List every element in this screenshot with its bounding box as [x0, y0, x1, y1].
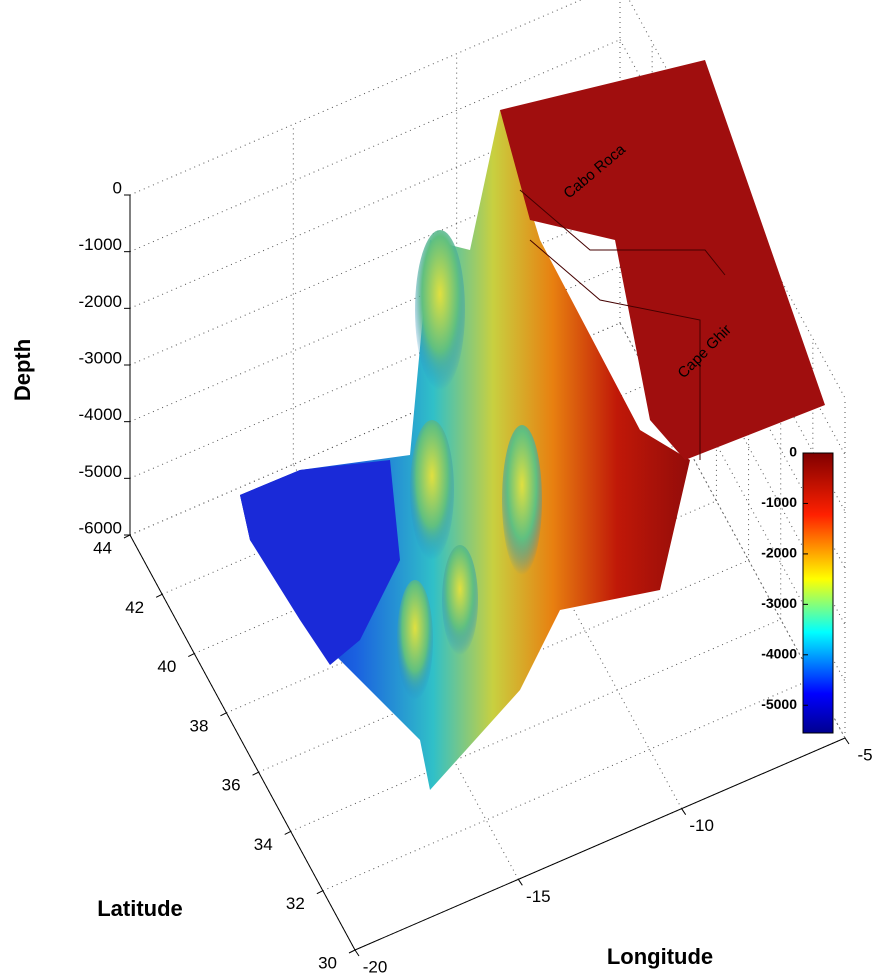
y-tick-label: 36 — [222, 776, 241, 795]
x-tick-label: -10 — [689, 816, 714, 835]
x-tick-label: -15 — [526, 887, 551, 906]
axis-line — [682, 809, 686, 815]
y-axis-label: Latitude — [97, 896, 183, 921]
y-tick-label: 44 — [93, 538, 112, 557]
colorbar — [803, 453, 833, 733]
y-tick-label: 32 — [286, 894, 305, 913]
surface — [240, 60, 825, 790]
z-axis-label: Depth — [10, 339, 35, 401]
colorbar-tick-label: -4000 — [761, 646, 797, 662]
axis-line — [355, 950, 359, 956]
x-tick-label: -5 — [857, 745, 872, 764]
x-axis-label: Longitude — [607, 944, 713, 969]
z-tick-label: -3000 — [79, 348, 122, 367]
y-tick-label: 34 — [254, 835, 273, 854]
axis-line — [253, 772, 259, 775]
z-tick-label: -4000 — [79, 405, 122, 424]
z-tick-label: -5000 — [79, 462, 122, 481]
y-tick-label: 42 — [125, 598, 144, 617]
z-tick-label: -1000 — [79, 235, 122, 254]
colorbar-tick-label: 0 — [789, 444, 797, 460]
axis-line — [518, 879, 522, 885]
colorbar-tick-label: -2000 — [761, 545, 797, 561]
axis-line — [349, 950, 355, 953]
axis-line — [220, 713, 226, 716]
axis-line — [317, 891, 323, 894]
y-tick-label: 40 — [157, 657, 176, 676]
axis-line — [285, 831, 291, 834]
z-tick-label: -6000 — [79, 518, 122, 537]
axis-line — [845, 738, 849, 744]
x-tick-label: -20 — [363, 957, 388, 973]
y-tick-label: 30 — [318, 953, 337, 972]
colorbar-tick-label: -3000 — [761, 595, 797, 611]
chart: Cabo Roca Cape Ghir Depth Latitude Longi… — [0, 0, 881, 973]
z-tick-label: 0 — [113, 178, 122, 197]
axis-line — [188, 654, 194, 657]
axis-line — [156, 594, 162, 597]
colorbar-tick-label: -5000 — [761, 696, 797, 712]
y-tick-label: 38 — [190, 716, 209, 735]
z-tick-label: -2000 — [79, 292, 122, 311]
colorbar-tick-label: -1000 — [761, 494, 797, 510]
